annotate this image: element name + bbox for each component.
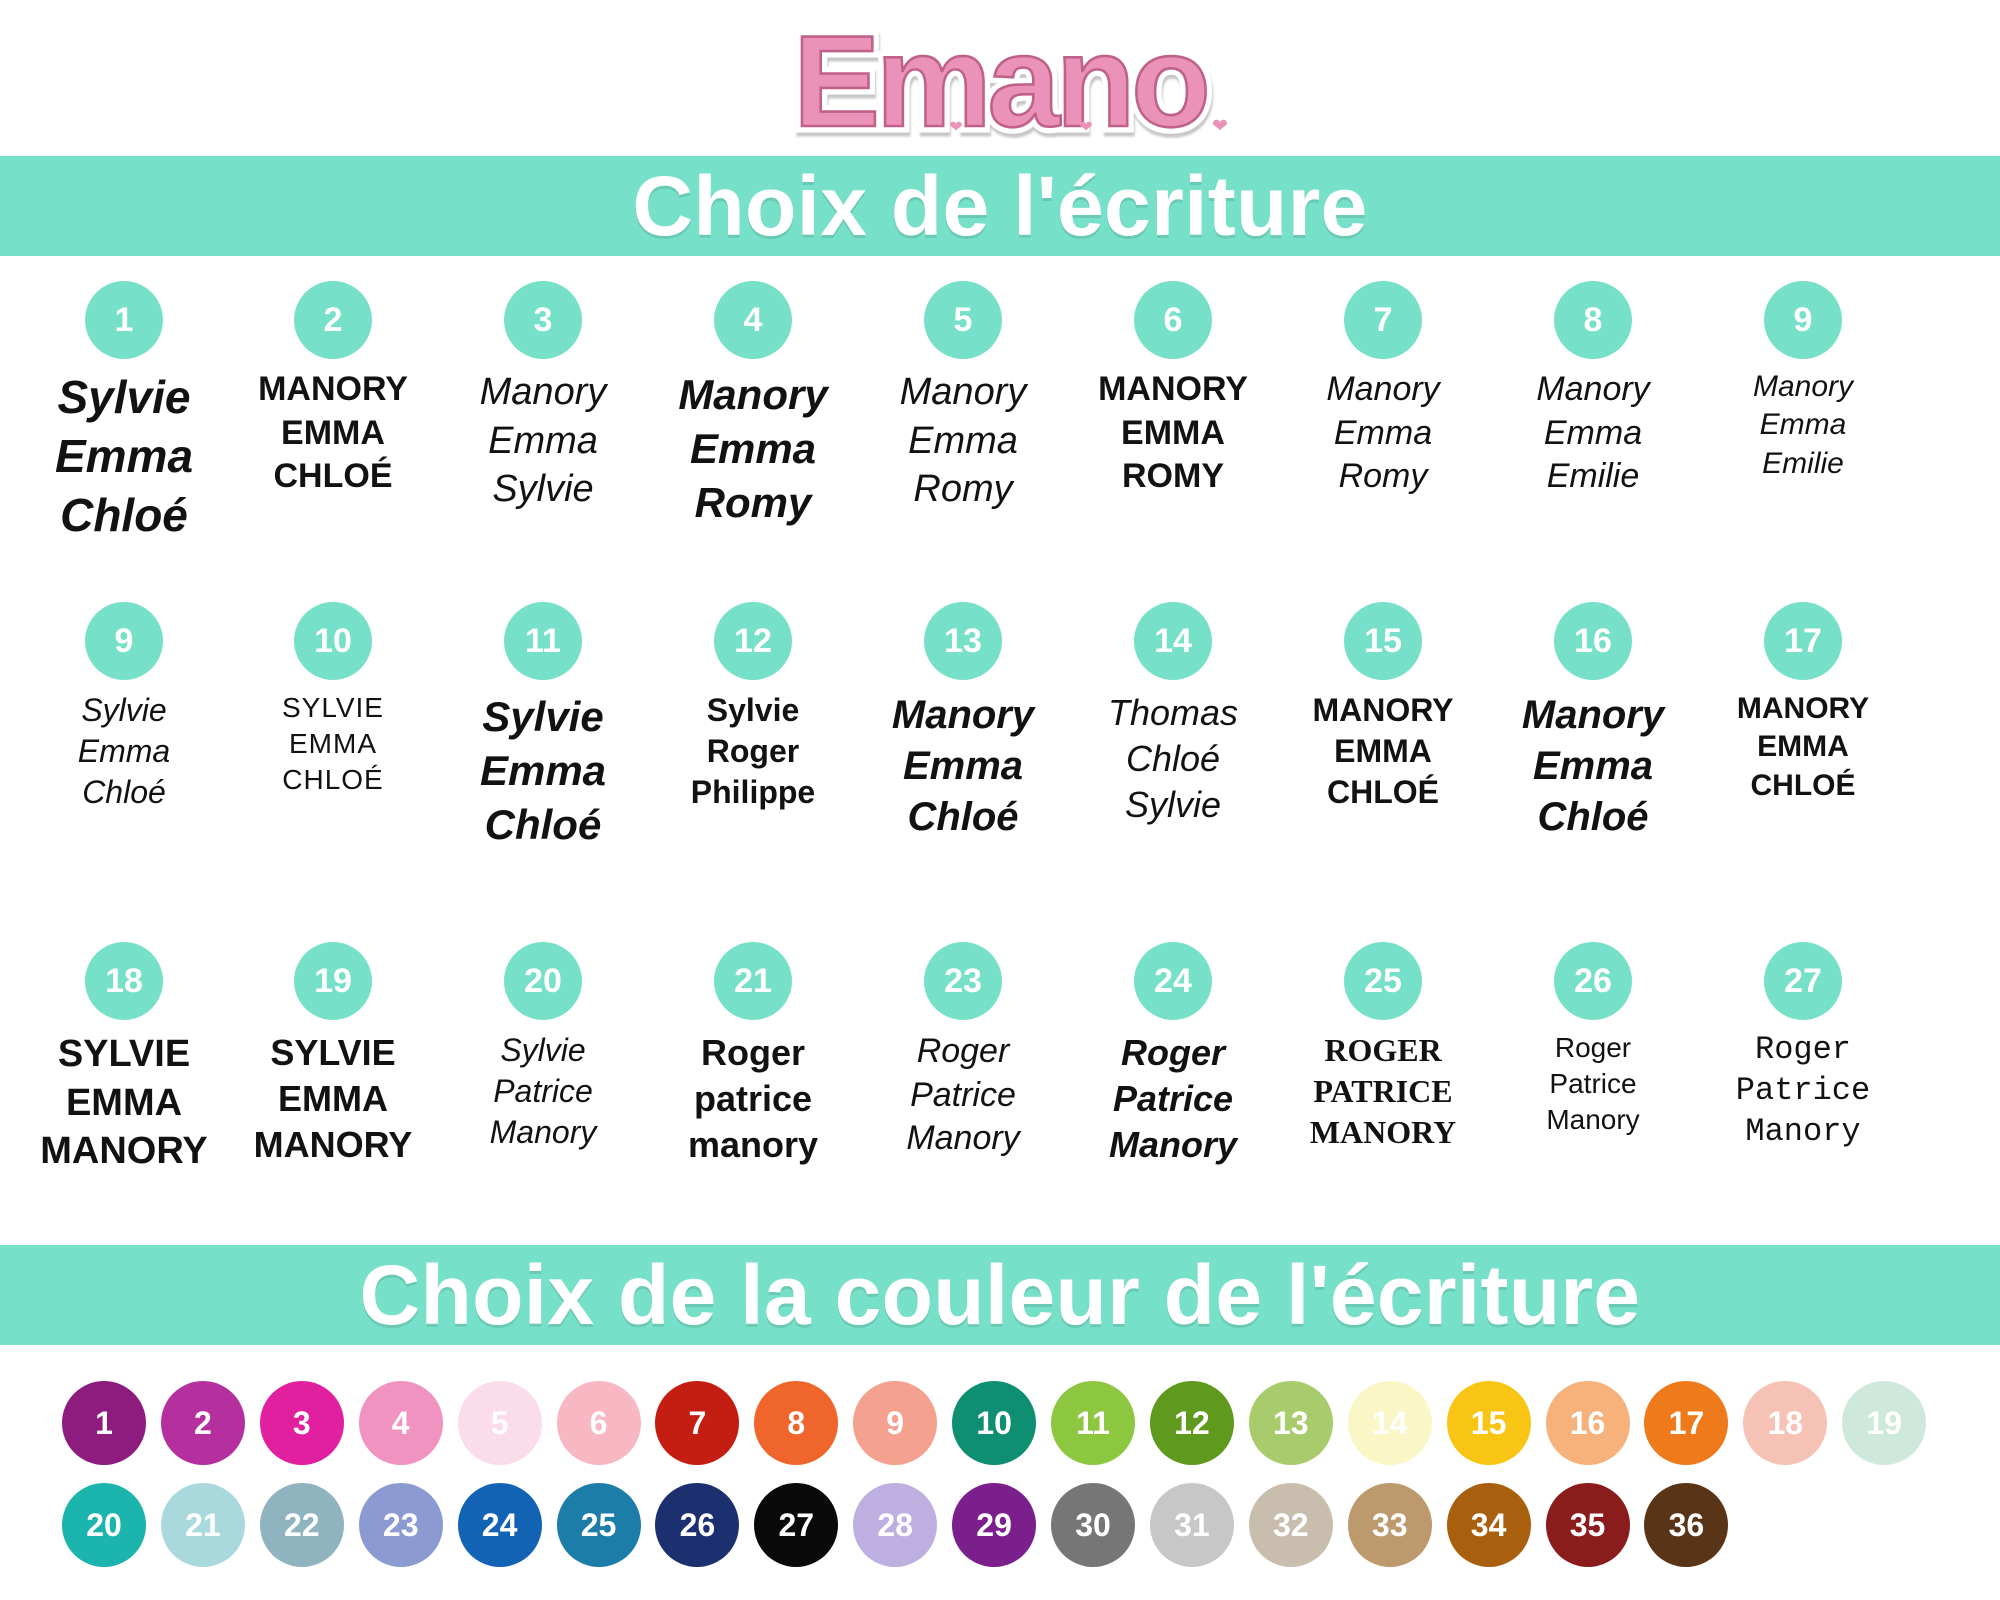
svg-text:❤: ❤ <box>949 119 962 136</box>
svg-text:❤: ❤ <box>1212 116 1228 137</box>
svg-text:Emano: Emano <box>793 8 1206 154</box>
svg-text:❤: ❤ <box>1079 119 1092 136</box>
